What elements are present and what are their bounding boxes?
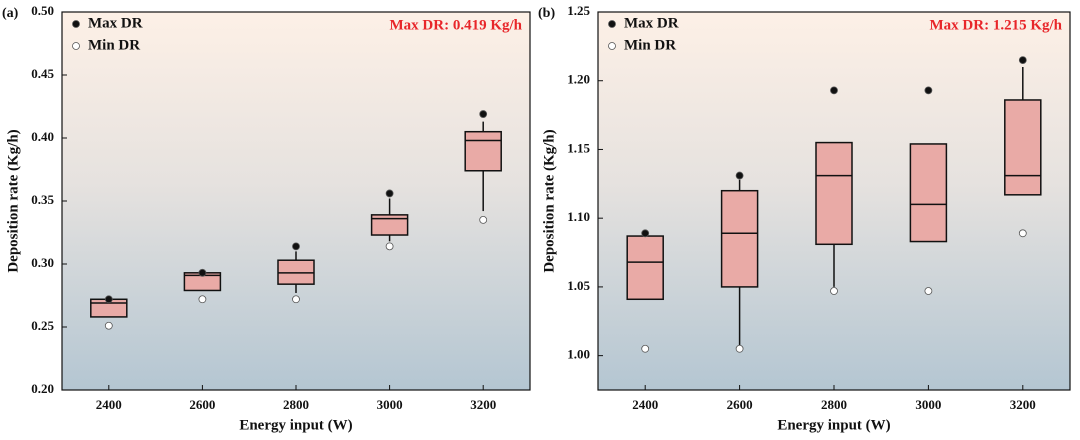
y-axis-label: Deposition rate (Kg/h) <box>5 129 21 272</box>
dot <box>641 344 650 353</box>
dot <box>924 287 933 295</box>
y-tick-label: 0.50 <box>31 3 54 18</box>
x-tick-label: 2400 <box>632 397 658 412</box>
legend-marker <box>72 42 80 50</box>
dot <box>735 344 744 353</box>
dot <box>385 189 394 198</box>
x-tick-label: 3000 <box>915 397 941 412</box>
dot <box>924 86 933 95</box>
dot <box>198 268 207 277</box>
dot <box>292 242 300 251</box>
y-tick-label: 0.30 <box>31 255 54 270</box>
x-tick-label: 3000 <box>377 397 403 412</box>
x-axis-label: Energy input (W) <box>239 417 352 433</box>
dot <box>830 86 838 95</box>
x-axis-label: Energy input (W) <box>777 417 890 433</box>
box <box>909 143 948 243</box>
y-tick-label: 0.40 <box>31 129 54 144</box>
y-tick-label: 1.10 <box>567 209 590 224</box>
dot <box>292 295 300 304</box>
box <box>464 130 502 172</box>
x-tick-label: 3200 <box>1010 397 1036 412</box>
y-tick-label: 0.35 <box>31 192 54 207</box>
y-tick-label: 0.20 <box>31 381 54 396</box>
dot <box>641 229 650 238</box>
dot <box>1018 229 1027 238</box>
box <box>720 189 759 288</box>
y-tick-label: 0.25 <box>31 318 54 333</box>
legend-marker <box>608 20 616 28</box>
dot <box>479 215 488 224</box>
x-tick-label: 2800 <box>821 397 847 412</box>
box <box>1004 99 1042 196</box>
y-axis-label: Deposition rate (Kg/h) <box>541 129 557 272</box>
y-tick-label: 1.20 <box>567 72 590 87</box>
x-tick-label: 2600 <box>189 397 215 412</box>
box <box>815 141 853 246</box>
x-tick-label: 2600 <box>727 397 753 412</box>
legend-marker <box>72 20 80 28</box>
plot-background <box>62 12 530 390</box>
annotation: Max DR: 1.215 Kg/h <box>930 17 1063 33</box>
panel-label: (a) <box>2 6 19 21</box>
dot <box>385 242 394 251</box>
dot <box>198 295 207 304</box>
x-tick-label: 2400 <box>96 397 122 412</box>
x-tick-label: 2800 <box>283 397 309 412</box>
y-tick-label: 1.15 <box>567 140 590 155</box>
box <box>626 235 664 301</box>
x-tick-label: 3200 <box>470 397 496 412</box>
panel-label: (b) <box>538 6 555 21</box>
dot <box>830 287 838 295</box>
annotation: Max DR: 0.419 Kg/h <box>390 17 523 33</box>
legend-marker <box>608 42 616 50</box>
dot <box>1018 56 1027 65</box>
legend-label: Max DR <box>624 15 679 31</box>
box <box>370 214 409 236</box>
dot <box>735 171 744 180</box>
plot-frame <box>597 11 1071 391</box>
dot <box>104 295 113 304</box>
legend-label: Max DR <box>88 15 143 31</box>
dot <box>479 110 488 118</box>
y-tick-label: 1.25 <box>567 3 590 18</box>
y-tick-label: 1.00 <box>567 347 590 362</box>
y-tick-label: 0.45 <box>31 66 54 81</box>
dot <box>104 321 113 330</box>
plot-frame <box>61 11 531 391</box>
y-tick-label: 1.05 <box>567 278 590 293</box>
legend-label: Min DR <box>624 37 676 53</box>
legend-label: Min DR <box>88 37 140 53</box>
